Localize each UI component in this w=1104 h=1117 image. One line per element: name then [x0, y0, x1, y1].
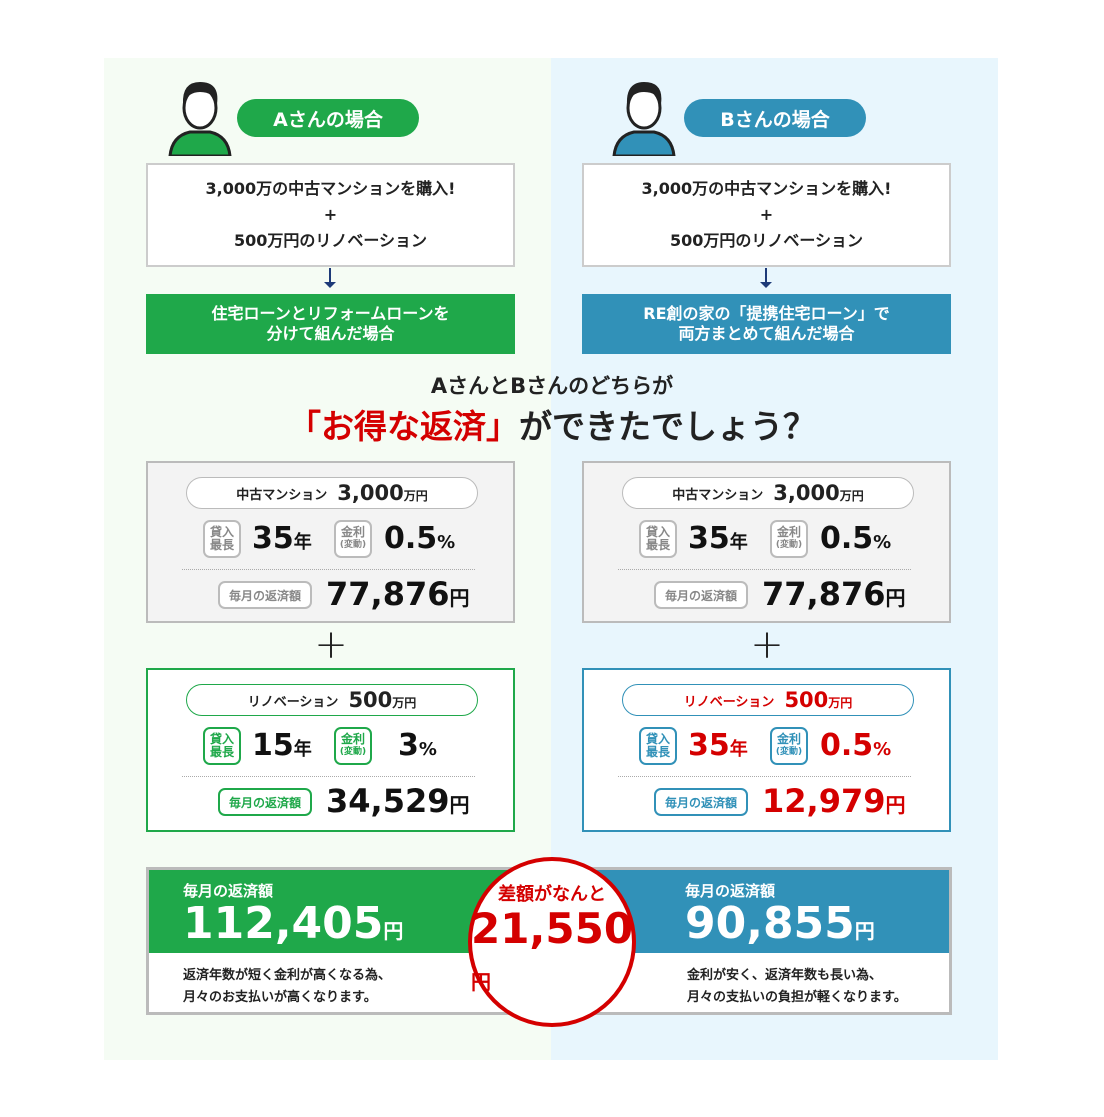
a-plan-line2: 分けて組んだ場合 — [266, 324, 395, 343]
a-intro-line1: 3,000万の中古マンションを購入! — [205, 179, 456, 198]
rate-value: 0.5% — [384, 521, 456, 556]
a-result-label: 毎月の返済額 — [183, 882, 274, 900]
term-tag: 貸入 最長 — [639, 727, 677, 765]
term-value: 35年 — [252, 521, 312, 556]
rate-tag: 金利 (変動) — [770, 520, 808, 558]
term-value: 15年 — [252, 728, 312, 763]
term-tag: 貸入 最長 — [203, 520, 241, 558]
divider — [618, 776, 911, 777]
b-intro-box: 3,000万の中古マンションを購入! + 500万円のリノベーション — [582, 163, 951, 267]
a-plan-line1: 住宅ローンとリフォームローンを — [211, 304, 450, 323]
b-result-value: 90,855円 — [685, 898, 875, 949]
a-title-pill: Aさんの場合 — [237, 99, 419, 137]
a-intro-box: 3,000万の中古マンションを購入! + 500万円のリノベーション — [146, 163, 515, 267]
a-main-loan-card: 中古マンション 3,000万円 貸入 最長 35年 金利 (変動) 0.5% 毎月の返… — [146, 461, 515, 623]
monthly-value: 77,876円 — [326, 575, 470, 613]
a-reno-loan-card: リノベーション 500万円 貸入 最長 15年 金利 (変動) 3% 毎月の返済額 3… — [146, 668, 515, 832]
rate-value: 3% — [398, 728, 437, 763]
b-plus-icon: + — [750, 622, 784, 668]
a-intro-plus: + — [323, 205, 338, 224]
a-arrow-icon — [324, 268, 336, 288]
term-tag: 貸入 最長 — [639, 520, 677, 558]
term-value: 35年 — [688, 728, 748, 763]
question-line2: 「お得な返済」ができたでしょう？ — [0, 400, 1104, 448]
divider — [182, 776, 475, 777]
monthly-tag: 毎月の返済額 — [218, 581, 312, 609]
a-plus-icon: + — [314, 622, 348, 668]
b-plan-box: RE創の家の「提携住宅ローン」で 両方まとめて組んだ場合 — [582, 294, 951, 354]
b-result-label: 毎月の返済額 — [685, 882, 776, 900]
rate-value: 0.5% — [820, 728, 892, 763]
a-result-desc: 返済年数が短く金利が高くなる為、 月々のお支払いが高くなります。 — [183, 968, 392, 1005]
b-plan-line1: RE創の家の「提携住宅ローン」で — [643, 304, 890, 323]
person-b-icon — [612, 82, 676, 156]
rate-value: 0.5% — [820, 521, 892, 556]
question-rest: ができたでしょう？ — [519, 407, 816, 446]
monthly-value: 77,876円 — [762, 575, 906, 613]
a-intro-line2: 500万円のリノベーション — [233, 231, 428, 250]
monthly-value: 12,979円 — [762, 782, 906, 820]
monthly-tag: 毎月の返済額 — [654, 788, 748, 816]
monthly-value: 34,529円 — [326, 782, 470, 820]
term-tag: 貸入 最長 — [203, 727, 241, 765]
term-value: 35年 — [688, 521, 748, 556]
b-intro-line2: 500万円のリノベーション — [669, 231, 864, 250]
b-intro-line1: 3,000万の中古マンションを購入! — [641, 179, 892, 198]
difference-circle: 差額がなんと 21,550円 — [468, 857, 636, 1027]
loan-header: 中古マンション 3,000万円 — [622, 477, 914, 509]
b-reno-loan-card: リノベーション 500万円 貸入 最長 35年 金利 (変動) 0.5% 毎月の返済額… — [582, 668, 951, 832]
difference-value: 21,550円 — [470, 903, 634, 994]
rate-tag: 金利 (変動) — [334, 727, 372, 765]
question-line1: AさんとBさんのどちらが — [430, 374, 674, 398]
b-main-loan-card: 中古マンション 3,000万円 貸入 最長 35年 金利 (変動) 0.5% 毎月の返… — [582, 461, 951, 623]
b-title-pill: Bさんの場合 — [684, 99, 866, 137]
monthly-tag: 毎月の返済額 — [218, 788, 312, 816]
divider — [182, 569, 475, 570]
b-intro-plus: + — [759, 205, 774, 224]
difference-label: 差額がなんと — [498, 883, 606, 905]
divider — [618, 569, 911, 570]
monthly-tag: 毎月の返済額 — [654, 581, 748, 609]
a-plan-box: 住宅ローンとリフォームローンを 分けて組んだ場合 — [146, 294, 515, 354]
rate-tag: 金利 (変動) — [334, 520, 372, 558]
person-a-icon — [168, 82, 232, 156]
loan-header: リノベーション 500万円 — [622, 684, 914, 716]
question-highlight: 「お得な返済」 — [288, 407, 519, 446]
b-result-desc: 金利が安く、返済年数も長い為、 月々の支払いの負担が軽くなります。 — [687, 968, 907, 1005]
rate-tag: 金利 (変動) — [770, 727, 808, 765]
a-result-value: 112,405円 — [183, 898, 404, 949]
loan-header: 中古マンション 3,000万円 — [186, 477, 478, 509]
loan-header: リノベーション 500万円 — [186, 684, 478, 716]
b-arrow-icon — [760, 268, 772, 288]
b-plan-line2: 両方まとめて組んだ場合 — [678, 324, 855, 343]
